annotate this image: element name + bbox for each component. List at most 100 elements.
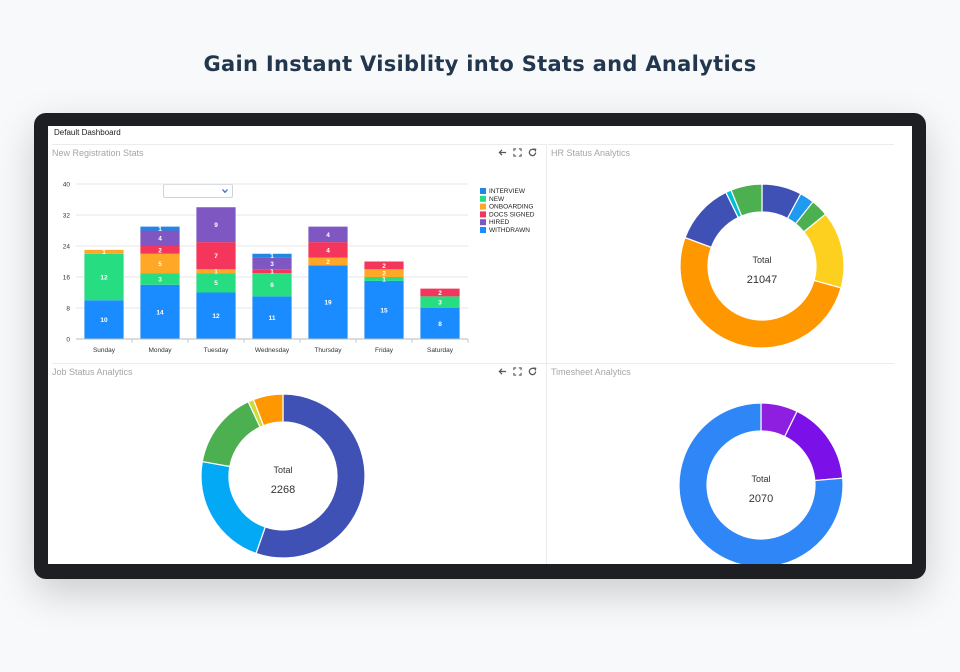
legend-swatch	[480, 211, 486, 218]
bar-segment	[252, 253, 292, 258]
bar-data-label: 3	[438, 300, 442, 307]
refresh-icon[interactable]	[528, 148, 537, 157]
divider	[52, 363, 894, 364]
bar-segment	[308, 257, 348, 266]
donut-slice	[201, 400, 261, 468]
bar-segment	[252, 273, 292, 297]
refresh-icon[interactable]	[528, 367, 537, 376]
hr-status-donut-chart: Total 21047	[679, 183, 845, 349]
y-tick-label: 40	[63, 182, 71, 189]
bar-segment	[308, 265, 348, 339]
legend-label: INTERVIEW	[489, 188, 526, 195]
bar-data-label: 11	[269, 315, 276, 322]
panel-timesheet: Timesheet Analytics Total 2070	[547, 365, 912, 564]
panel-toolbar	[498, 367, 537, 376]
bar-segment	[364, 269, 404, 277]
bar-segment	[84, 253, 124, 301]
bar-data-label: 3	[270, 261, 274, 268]
bar-segment	[140, 226, 180, 231]
legend-swatch	[480, 227, 486, 233]
y-tick-label: 24	[63, 244, 71, 251]
fullscreen-icon[interactable]	[513, 367, 522, 376]
divider	[546, 144, 547, 564]
bar-segment	[252, 296, 292, 339]
donut-slice	[255, 393, 366, 559]
bar-data-label: 7	[214, 253, 218, 260]
chevron-down-icon	[222, 189, 228, 194]
bar-data-label: 1	[102, 249, 106, 256]
dashboard-title: Default Dashboard	[54, 128, 121, 137]
bar-data-label: 1	[270, 269, 274, 276]
legend-label: NEW	[489, 196, 505, 203]
bar-data-label: 14	[156, 309, 164, 316]
arrow-left-icon[interactable]	[498, 367, 507, 376]
x-tick-label: Friday	[375, 347, 394, 354]
y-tick-label: 8	[66, 306, 70, 313]
donut-center-value: 2268	[271, 484, 295, 496]
bar-segment	[196, 273, 236, 293]
bar-segment	[364, 261, 404, 270]
panel-registration: New Registration Stats 0 8 16 24 32 40 10 12 1 Su…	[48, 146, 546, 362]
x-tick-label: Thursday	[314, 347, 342, 354]
bar-segment	[364, 280, 404, 339]
bar-data-label: 1	[158, 226, 162, 233]
legend-label: HIRED	[489, 219, 510, 226]
bar-data-label: 9	[214, 222, 218, 229]
legend-swatch	[480, 195, 486, 202]
donut-center-label: Total	[752, 255, 771, 265]
legend-swatch	[480, 219, 486, 226]
bar-segment	[420, 308, 460, 339]
bar-data-label: 2	[382, 263, 386, 270]
bar-segment	[140, 246, 180, 254]
fullscreen-icon[interactable]	[513, 148, 522, 157]
donut-slice	[679, 236, 842, 349]
y-tick-label: 0	[66, 337, 70, 344]
bar-segment	[196, 242, 236, 270]
donut-center-value: 21047	[747, 274, 778, 286]
x-tick-label: Wednesday	[255, 347, 290, 354]
panel-toolbar	[498, 148, 537, 157]
donut-slice	[252, 393, 284, 427]
bar-segment	[140, 284, 180, 339]
bar-segment	[140, 273, 180, 285]
bar-segment	[84, 249, 124, 254]
donut-center-label: Total	[273, 465, 292, 475]
dashboard-screen: Default Dashboard New Registration Stats…	[48, 126, 912, 564]
bar-data-label: 5	[158, 261, 162, 268]
donut-slice	[730, 183, 763, 217]
bar-segment	[196, 269, 236, 274]
legend-label: ONBOARDING	[489, 204, 533, 211]
donut-center-value: 2070	[749, 493, 773, 505]
x-tick-label: Tuesday	[204, 347, 229, 354]
bar-data-label: 2	[382, 271, 386, 278]
arrow-left-icon[interactable]	[498, 148, 507, 157]
legend-label: DOCS SIGNED	[489, 211, 535, 218]
bar-segment	[140, 230, 180, 246]
bar-data-label: 15	[380, 307, 388, 314]
bar-segment	[196, 207, 236, 243]
bar-segment	[420, 296, 460, 308]
panel-title: HR Status Analytics	[551, 148, 631, 158]
headline: Gain Instant Visiblity into Stats and An…	[203, 52, 757, 76]
bar-segment	[140, 253, 180, 274]
bar-segment	[252, 257, 292, 270]
bar-segment	[84, 300, 124, 339]
bar-data-label: 3	[158, 276, 162, 283]
panel-title: Timesheet Analytics	[551, 367, 631, 377]
bar-data-label: 12	[100, 274, 108, 281]
x-tick-label: Monday	[148, 347, 172, 354]
donut-slice	[678, 402, 844, 564]
x-tick-label: Saturday	[427, 347, 454, 354]
divider	[548, 144, 894, 145]
job-status-donut-chart: Total 2268	[200, 393, 366, 559]
panel-title: New Registration Stats	[52, 148, 144, 158]
bar-data-label: 19	[324, 300, 332, 307]
donut-center-label: Total	[751, 474, 770, 484]
divider	[52, 144, 546, 145]
bar-data-label: 6	[270, 282, 274, 289]
bar-segment	[252, 269, 292, 274]
bar-data-label: 1	[270, 253, 274, 260]
y-tick-label: 32	[63, 213, 71, 220]
bar-data-label: 4	[326, 247, 330, 254]
panel-hr-status: HR Status Analytics Total 21047	[547, 146, 912, 362]
